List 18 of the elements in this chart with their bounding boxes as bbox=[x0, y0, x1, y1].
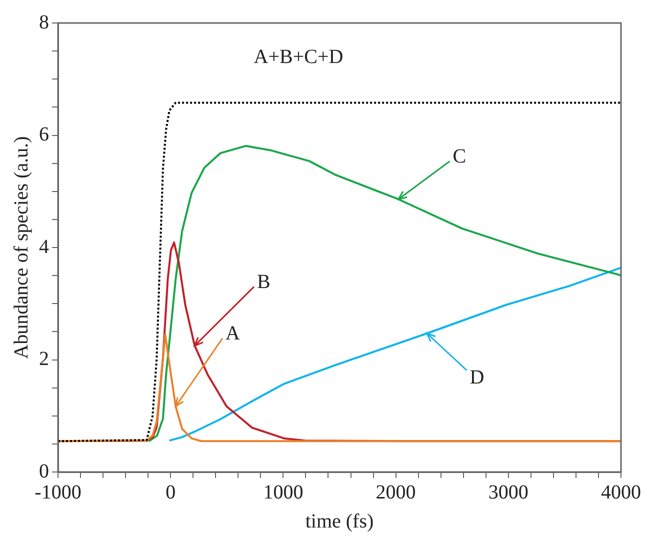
annotation: C bbox=[452, 145, 466, 168]
annotation: B bbox=[257, 270, 270, 293]
x-tick-label: 2000 bbox=[376, 481, 416, 504]
x-tick-label: -1000 bbox=[34, 481, 82, 504]
annotation: A+B+C+D bbox=[254, 46, 344, 68]
y-tick-label: 8 bbox=[39, 11, 49, 34]
y-tick-label: 6 bbox=[39, 124, 49, 146]
x-tick-label: 4000 bbox=[601, 481, 641, 504]
x-tick-label: 3000 bbox=[488, 481, 528, 504]
y-tick-label: 4 bbox=[39, 236, 49, 258]
annotation: A bbox=[225, 322, 240, 345]
x-tick-label: 1000 bbox=[263, 481, 304, 504]
annotation: D bbox=[470, 366, 484, 389]
x-axis-title: time (fs) bbox=[305, 510, 374, 532]
y-tick-label: 2 bbox=[39, 348, 49, 370]
y-tick-label: 0 bbox=[39, 460, 49, 482]
x-tick-label: 0 bbox=[166, 481, 176, 504]
y-axis-title: Abundance of species (a.u.) bbox=[10, 136, 32, 359]
